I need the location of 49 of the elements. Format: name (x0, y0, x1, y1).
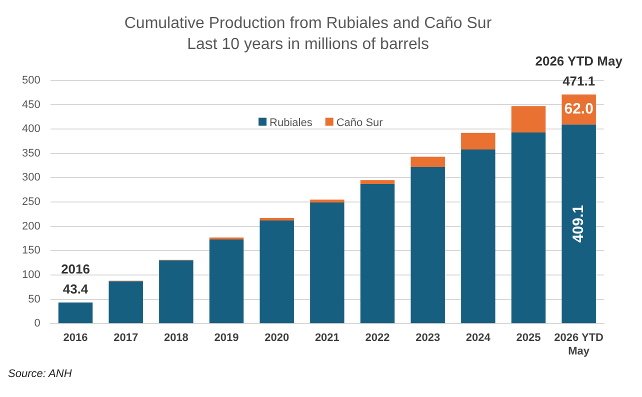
bar (360, 184, 395, 324)
x-tick-label: 2017 (114, 332, 138, 344)
y-tick-label: 500 (22, 74, 40, 86)
y-tick-label: 450 (22, 98, 40, 111)
y-tick-label: 50 (28, 293, 40, 306)
legend-label: Caño Sur (336, 116, 384, 129)
bar (310, 202, 344, 324)
annotation: 2026 YTD May (535, 54, 624, 69)
y-tick-label: 150 (22, 244, 40, 257)
total-label: 471.1 (562, 74, 596, 89)
data-label: 62.0 (564, 100, 594, 118)
bar (108, 281, 143, 324)
bar (461, 132, 496, 150)
data-label: 409.1 (570, 205, 587, 243)
x-tick-label: 2025 (516, 332, 541, 344)
chart-subtitle: Last 10 years in millions of barrels (187, 36, 429, 54)
y-tick-label: 100 (22, 268, 40, 281)
bar (310, 200, 344, 202)
bar (159, 260, 194, 324)
x-tick-label: 2026 YTD May (554, 332, 604, 358)
bar (209, 239, 244, 324)
bar (562, 124, 596, 324)
x-tick-label: 2023 (416, 332, 440, 344)
y-tick-label: 250 (22, 196, 40, 208)
y-tick-label: 200 (22, 220, 40, 232)
x-tick-label: 2022 (365, 332, 390, 344)
bar (58, 302, 93, 324)
y-tick-label: 300 (22, 172, 40, 184)
y-tick-label: 350 (22, 147, 40, 160)
y-tick-label: 0 (34, 318, 40, 330)
bar (410, 156, 445, 167)
bar (360, 180, 395, 184)
bar (461, 149, 496, 324)
x-tick-label: 2019 (214, 332, 239, 344)
bar (511, 106, 546, 132)
x-tick-label: 2020 (264, 332, 290, 344)
bar (511, 132, 546, 324)
x-tick-label: 2016 (63, 332, 88, 344)
bar (410, 166, 445, 324)
x-tick-label: 2024 (466, 332, 492, 344)
x-tick-label: 2021 (314, 332, 340, 344)
legend-label: Rubiales (270, 116, 313, 129)
y-tick-label: 400 (22, 123, 40, 136)
chart-title: Cumulative Production from Rubiales and Caño Sur (124, 15, 492, 32)
x-tick-label: 2018 (164, 332, 188, 344)
source-note: Source: ANH (8, 368, 73, 380)
bar (260, 220, 294, 324)
annotation: 2016 (61, 262, 90, 277)
total-label: 43.4 (62, 282, 89, 297)
